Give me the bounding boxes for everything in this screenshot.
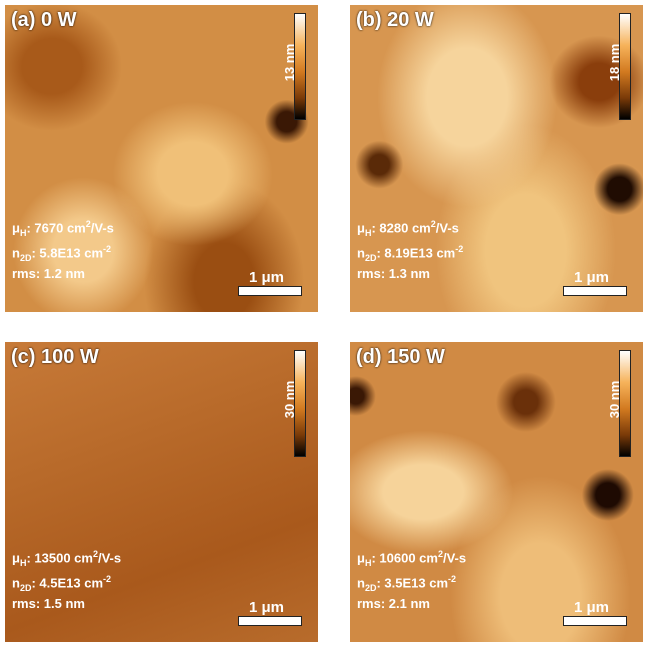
density: n2D: 8.19E13 cm-2: [357, 241, 463, 266]
mobility: μH: 8280 cm2/V-s: [357, 216, 463, 241]
colorbar-label: 18 nm: [608, 44, 623, 82]
colorbar-label: 13 nm: [283, 44, 298, 82]
density-part: n: [357, 575, 365, 590]
colorbar-label: 30 nm: [608, 381, 623, 419]
scalebar-label: 1 μm: [249, 269, 284, 286]
rms: rms: 1.5 nm: [12, 596, 121, 612]
density-part: : 8.19E13 cm: [376, 245, 455, 260]
density-part: 2D: [365, 583, 377, 593]
colorbar-label: 30 nm: [283, 381, 298, 419]
mobility-part: μ: [357, 550, 365, 565]
density-part: 2D: [365, 253, 377, 263]
density-part: : 4.5E13 cm: [31, 575, 103, 590]
mobility-part: : 8280 cm: [371, 220, 430, 235]
mobility-part: : 7670 cm: [26, 220, 85, 235]
panel-label: (d) 150 W: [356, 346, 445, 369]
density: n2D: 3.5E13 cm-2: [357, 571, 466, 596]
mobility-part: /V-s: [443, 550, 466, 565]
density: n2D: 5.8E13 cm-2: [12, 241, 114, 266]
rms: rms: 1.3 nm: [357, 266, 463, 282]
density: n2D: 4.5E13 cm-2: [12, 571, 121, 596]
mobility-part: /V-s: [98, 550, 121, 565]
scalebar-label: 1 μm: [249, 599, 284, 616]
density-part: 2D: [20, 583, 32, 593]
mobility: μH: 13500 cm2/V-s: [12, 546, 121, 571]
panel-label: (a) 0 W: [11, 9, 77, 32]
mobility-part: μ: [12, 220, 20, 235]
density-part: 2D: [20, 253, 32, 263]
panel-label: (b) 20 W: [356, 9, 434, 32]
density-part: : 5.8E13 cm: [31, 245, 103, 260]
scalebar: [238, 286, 302, 296]
density-part: -2: [103, 574, 111, 584]
mobility-part: : 13500 cm: [26, 550, 93, 565]
density-part: n: [12, 575, 20, 590]
mobility: μH: 7670 cm2/V-s: [12, 216, 114, 241]
scalebar: [563, 286, 627, 296]
mobility-part: μ: [357, 220, 365, 235]
scalebar: [563, 616, 627, 626]
scalebar-label: 1 μm: [574, 269, 609, 286]
density-part: -2: [455, 244, 463, 254]
figure: (a) 0 W13 nmμH: 7670 cm2/V-sn2D: 5.8E13 …: [0, 0, 650, 646]
density-part: -2: [103, 244, 111, 254]
mobility-part: μ: [12, 550, 20, 565]
density-part: n: [357, 245, 365, 260]
rms: rms: 1.2 nm: [12, 266, 114, 282]
rms: rms: 2.1 nm: [357, 596, 466, 612]
density-part: -2: [448, 574, 456, 584]
mobility-part: /V-s: [91, 220, 114, 235]
density-part: : 3.5E13 cm: [376, 575, 448, 590]
mobility: μH: 10600 cm2/V-s: [357, 546, 466, 571]
scalebar-label: 1 μm: [574, 599, 609, 616]
panel-label: (c) 100 W: [11, 346, 99, 369]
density-part: n: [12, 245, 20, 260]
mobility-part: /V-s: [436, 220, 459, 235]
scalebar: [238, 616, 302, 626]
mobility-part: : 10600 cm: [371, 550, 438, 565]
